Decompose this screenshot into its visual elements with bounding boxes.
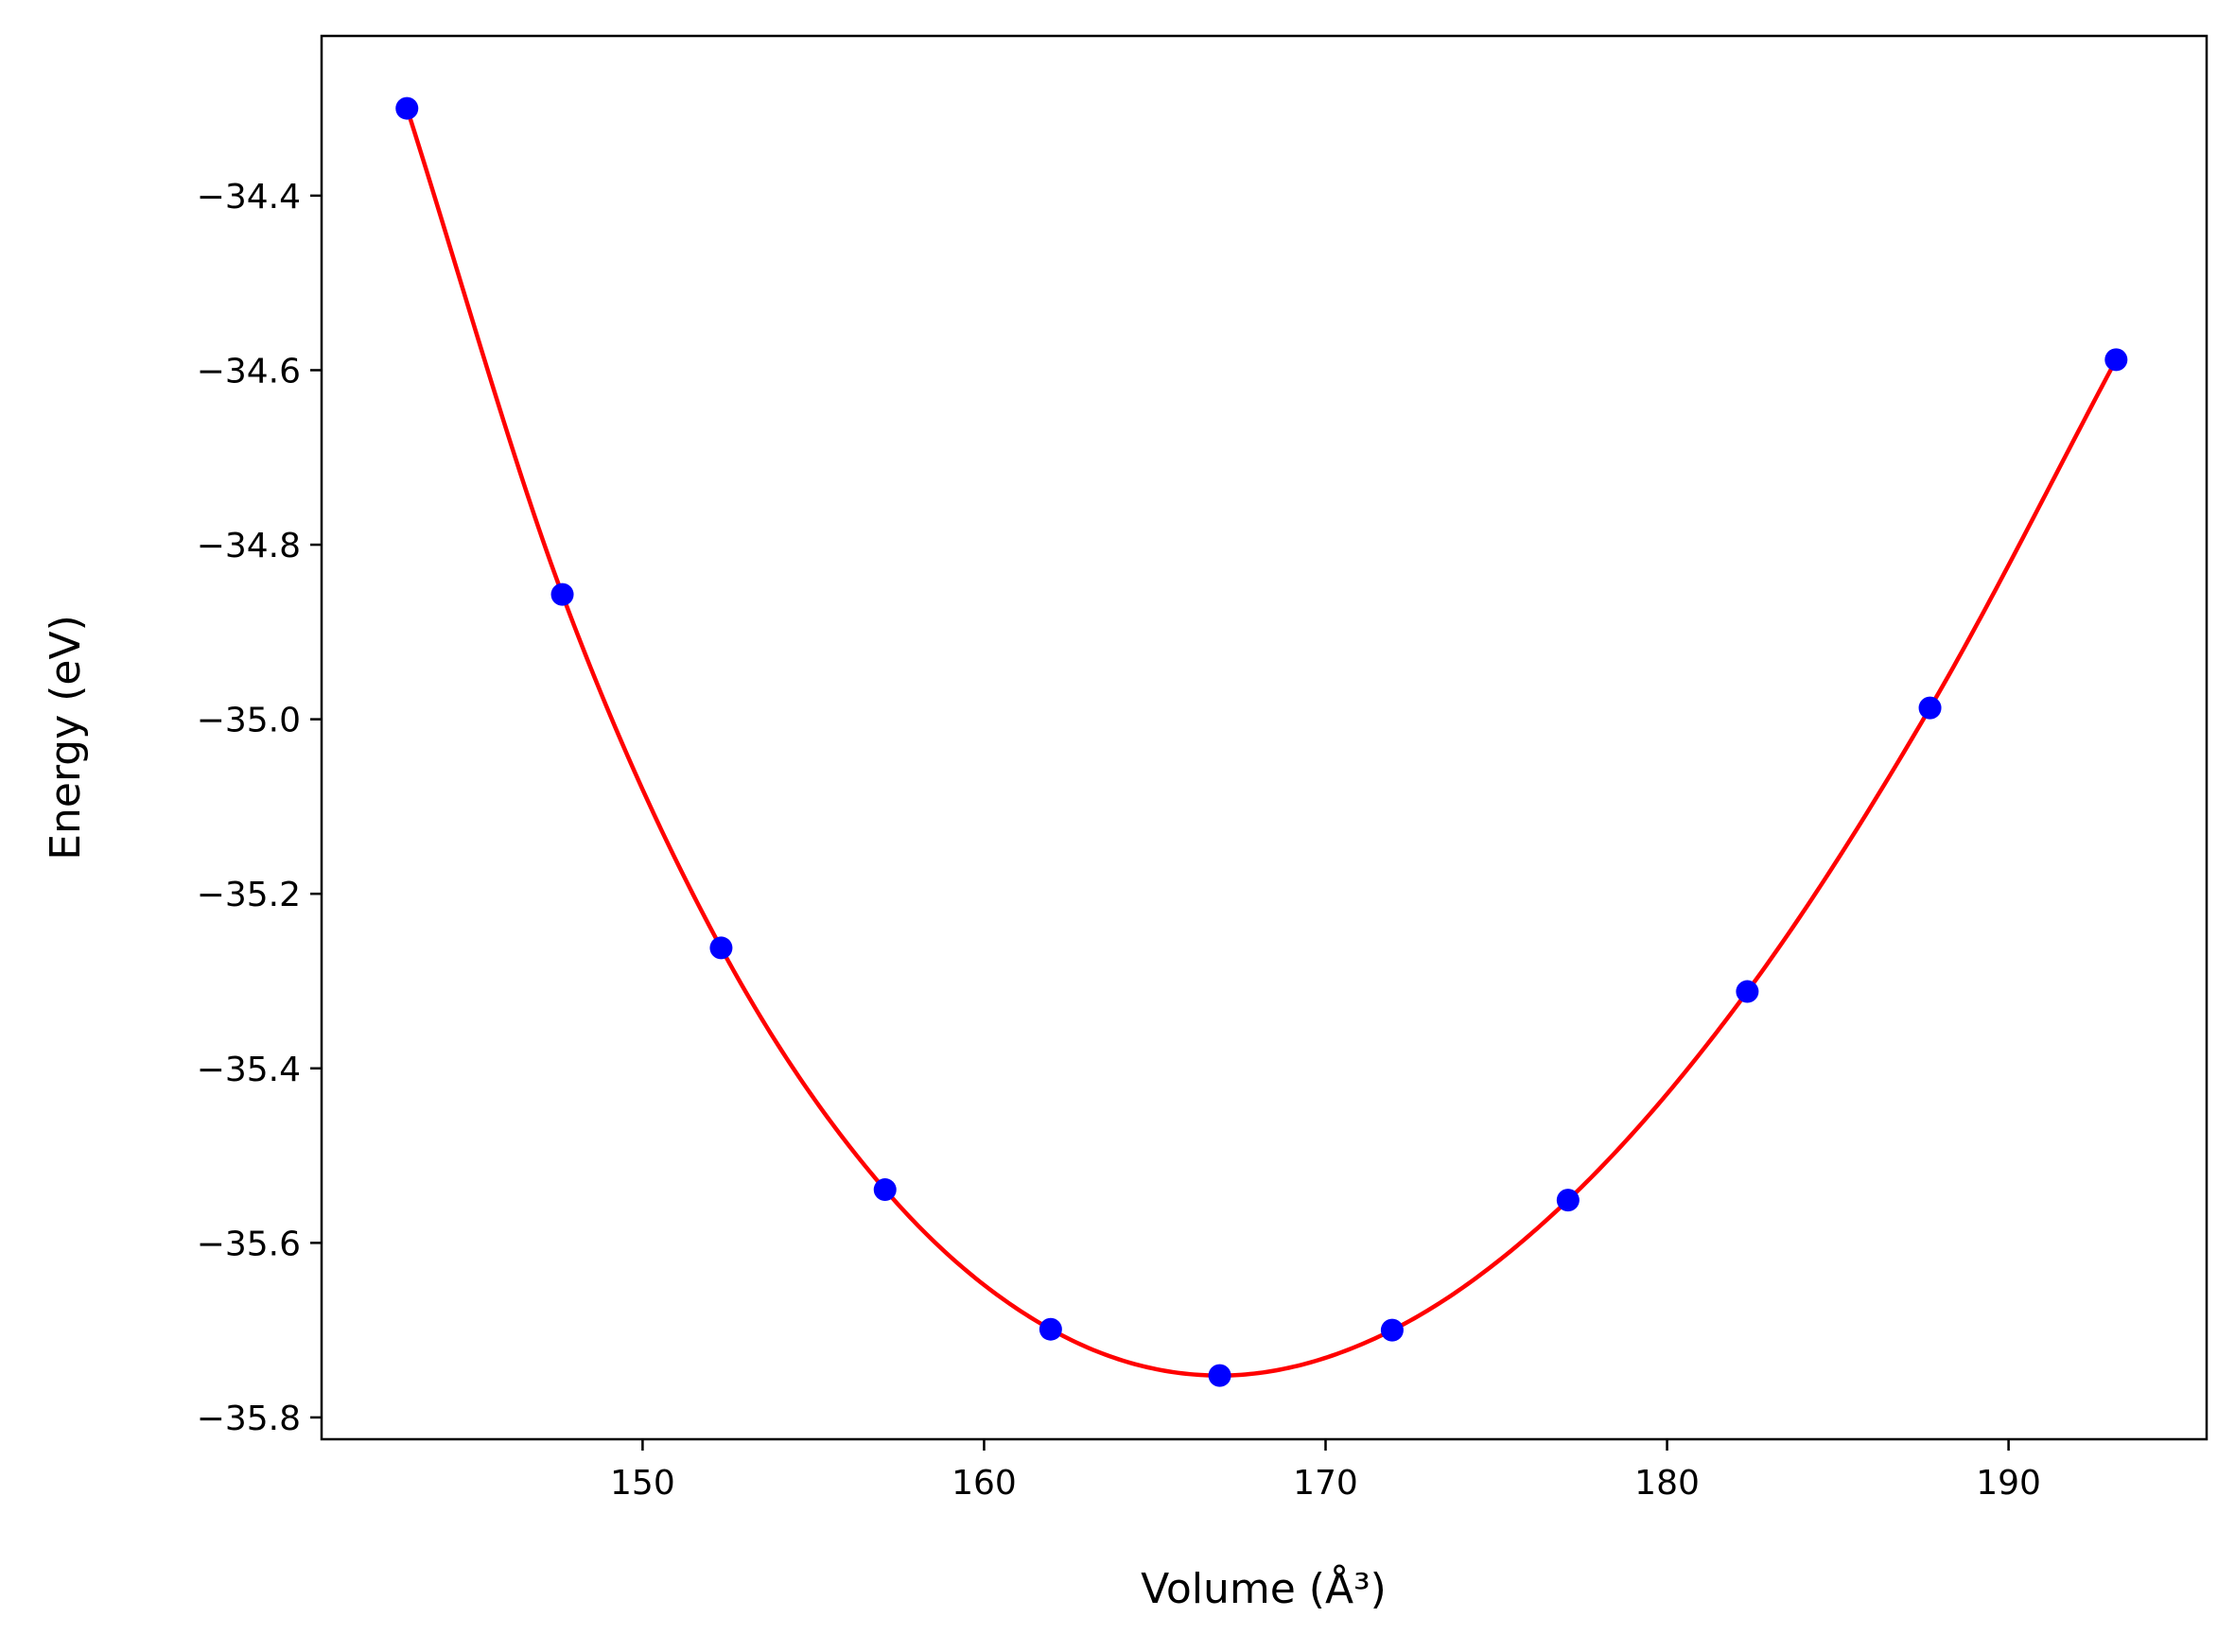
y-axis-label: Energy (eV)	[42, 615, 90, 861]
data-point	[709, 936, 733, 960]
x-tick-label: 150	[610, 1464, 675, 1503]
x-tick-label: 170	[1293, 1464, 1358, 1503]
data-point	[1208, 1364, 1231, 1387]
y-tick-label: −35.2	[197, 876, 301, 914]
y-tick-label: −34.4	[197, 178, 301, 217]
data-points-layer	[395, 96, 2128, 1387]
y-tick-label: −35.0	[197, 702, 301, 740]
x-tick-label: 160	[952, 1464, 1017, 1503]
data-point	[873, 1178, 897, 1202]
data-point	[1039, 1317, 1062, 1341]
y-tick-label: −34.6	[197, 352, 301, 391]
x-axis-label: Volume (Å³)	[1141, 1563, 1387, 1613]
data-point	[1736, 980, 1759, 1003]
y-tick-label: −34.8	[197, 527, 301, 565]
y-tick-label: −35.4	[197, 1051, 301, 1089]
y-axis-ticks: −34.4 −34.6 −34.8 −35.0 −35.2 −35.4 −35.6 −35.8	[197, 178, 322, 1438]
data-point	[395, 96, 419, 120]
x-axis-ticks: 150 160 170 180 190	[610, 1439, 2041, 1503]
x-tick-label: 180	[1634, 1464, 1700, 1503]
plot-frame	[320, 34, 2209, 1441]
data-point	[550, 583, 574, 606]
y-tick-label: −35.8	[197, 1400, 301, 1438]
data-point	[1380, 1318, 1404, 1342]
data-point	[1556, 1189, 1580, 1212]
y-tick-label: −35.6	[197, 1225, 301, 1263]
data-point	[2104, 348, 2128, 372]
plot-area	[322, 36, 2207, 1439]
x-tick-label: 190	[1976, 1464, 2041, 1503]
data-point	[1918, 696, 1942, 720]
